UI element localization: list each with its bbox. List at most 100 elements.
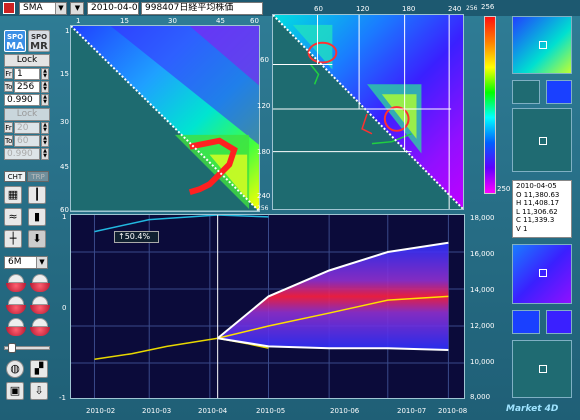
bars-icon[interactable]: ▮ xyxy=(28,208,46,226)
thumbnail-marker xyxy=(539,269,547,277)
thumbnail-small-2[interactable] xyxy=(546,80,572,104)
tab-trp[interactable]: TRP xyxy=(27,171,49,182)
price-tick: 8,000 xyxy=(470,393,491,401)
chevron-down-icon: ▼ xyxy=(72,3,83,14)
to-label-1: To xyxy=(4,81,13,92)
top-toolbar: SMA ▼ ▼ 2010-04-05 998407日経平均株価 xyxy=(0,0,580,16)
menu-button[interactable]: ▼ xyxy=(70,2,84,15)
heatmap-left-y-tick: 30 xyxy=(60,118,69,126)
forecast-center-line xyxy=(217,295,449,339)
to-input-2[interactable]: 60 xyxy=(14,135,40,147)
ratio-input-2[interactable]: 0.990 xyxy=(4,148,40,160)
to-label-2: To xyxy=(4,135,13,146)
fr-label-2: Fr xyxy=(4,122,13,133)
forecast-upper-line xyxy=(217,241,449,339)
crosshair-icon[interactable]: ┼ xyxy=(4,230,22,248)
arrow-down-icon[interactable]: ⬇ xyxy=(28,230,46,248)
spo-mr-toggle[interactable]: SPO MR xyxy=(28,30,50,52)
globe-icon[interactable]: ◍ xyxy=(6,360,24,378)
heatmap-left-x-tick: 30 xyxy=(168,17,177,25)
info-close: C 11,339.3 xyxy=(516,216,555,224)
heatmap-left-x-tick: 45 xyxy=(216,17,225,25)
ohlc-info-panel: 2010-04-05 O 11,380.63 H 11,408.17 L 11,… xyxy=(512,180,572,238)
save-icon[interactable]: ▣ xyxy=(6,382,24,400)
ratio-input-1[interactable]: 0.990 xyxy=(4,94,40,106)
heatmap-right-x-tick: 60 xyxy=(314,5,323,13)
layout-icon[interactable]: ▦ xyxy=(4,186,22,204)
color-icon[interactable]: ▞ xyxy=(30,360,48,378)
price-tick: 16,000 xyxy=(470,250,495,258)
heatmap-right-y-tick: 180 xyxy=(257,148,271,156)
change-percent-label: ↑50.4% xyxy=(114,231,159,243)
info-volume: V 1 xyxy=(516,224,528,233)
tab-cht[interactable]: CHT xyxy=(4,171,26,182)
heatmap-left-x-tick: 15 xyxy=(120,17,129,25)
thumbnail-heatmap-1[interactable] xyxy=(512,16,572,74)
heatmap-left[interactable] xyxy=(70,25,260,212)
to-spinner-2[interactable]: ▲ ▼ xyxy=(41,135,49,147)
zoom-slider[interactable] xyxy=(4,346,50,350)
thumbnail-small-1[interactable] xyxy=(512,80,540,104)
heatmap-right[interactable] xyxy=(272,14,464,210)
color-scale-bottom: 250 xyxy=(497,185,511,193)
heatmap-left-y-tick: 60 xyxy=(60,206,69,214)
fr-label-1: Fr xyxy=(4,68,13,79)
red-light-icon[interactable] xyxy=(6,296,26,314)
date-tick: 2010-06 xyxy=(330,407,360,415)
spo-ma-toggle-label: MA xyxy=(6,41,24,52)
thumbnail-small-3[interactable] xyxy=(512,310,540,334)
red-light-icon[interactable] xyxy=(6,318,26,336)
fr-spinner-1[interactable]: ▲ ▼ xyxy=(41,68,49,80)
thumbnail-heatmap-4[interactable] xyxy=(512,340,572,398)
candle-icon[interactable]: ┃ xyxy=(28,186,46,204)
ratio-spinner-2[interactable]: ▲ ▼ xyxy=(41,148,49,160)
zoom-slider-knob[interactable] xyxy=(8,343,16,353)
date-tick: 2010-03 xyxy=(142,407,172,415)
heatmap-right-x-tick: 120 xyxy=(356,5,370,13)
oscillator-line xyxy=(94,215,269,233)
to-spinner-1[interactable]: ▲ ▼ xyxy=(41,81,49,93)
red-light-icon[interactable] xyxy=(30,318,50,336)
red-light-icon[interactable] xyxy=(6,274,26,292)
date-field-value: 2010-04-05 xyxy=(91,3,139,13)
color-scale-top: 256 xyxy=(481,3,495,11)
heatmap-left-y-tick: 1 xyxy=(65,27,70,35)
series-layer xyxy=(94,215,449,361)
period-select[interactable]: 6M ▼ xyxy=(4,256,48,269)
export-icon[interactable]: ⇩ xyxy=(30,382,48,400)
symbol-field-value: 998407日経平均株価 xyxy=(145,3,234,13)
fr-input-1[interactable]: 1 xyxy=(14,68,40,80)
brand-logo: Market 4D xyxy=(506,404,559,414)
spo-ma-toggle[interactable]: SPO MA xyxy=(4,30,26,52)
red-light-icon[interactable] xyxy=(30,274,50,292)
thumbnail-heatmap-3[interactable] xyxy=(512,244,572,304)
ratio-spinner-1[interactable]: ▲ ▼ xyxy=(41,94,49,106)
lock-button-1[interactable]: Lock xyxy=(4,54,50,67)
indicator-select[interactable]: SMA ▼ xyxy=(19,2,67,15)
left-toolbar: SPO MA SPO MR Lock Fr 1 ▲ ▼ To 256 ▲ ▼ 0.9… xyxy=(0,16,60,420)
info-date: 2010-04-05 xyxy=(516,182,557,190)
heatmap-left-y-tick: 15 xyxy=(60,70,69,78)
app-icon[interactable] xyxy=(3,2,15,14)
fr-input-2[interactable]: 20 xyxy=(14,122,40,134)
thumbnail-heatmap-2[interactable] xyxy=(512,108,572,172)
period-select-value: 6M xyxy=(8,257,22,267)
red-light-icon[interactable] xyxy=(30,296,50,314)
date-field[interactable]: 2010-04-05 xyxy=(87,2,139,15)
forecast-band xyxy=(217,242,449,351)
date-tick: 2010-02 xyxy=(86,407,116,415)
oscillator-tick: -1 xyxy=(59,394,66,402)
info-open: O 11,380.63 xyxy=(516,190,560,199)
thumbnail-marker xyxy=(539,41,547,49)
to-input-1[interactable]: 256 xyxy=(14,81,40,93)
thumbnail-marker xyxy=(539,365,547,373)
lock-button-2[interactable]: Lock xyxy=(4,108,50,121)
symbol-field[interactable]: 998407日経平均株価 xyxy=(141,2,263,15)
thumbnail-small-4[interactable] xyxy=(546,310,572,334)
forecast-chart[interactable]: ↑50.4% xyxy=(70,214,465,399)
fr-spinner-2[interactable]: ▲ ▼ xyxy=(41,122,49,134)
chevron-down-icon: ▼ xyxy=(36,257,47,268)
color-scale-bar xyxy=(484,16,496,194)
wave-icon[interactable]: ≈ xyxy=(4,208,22,226)
